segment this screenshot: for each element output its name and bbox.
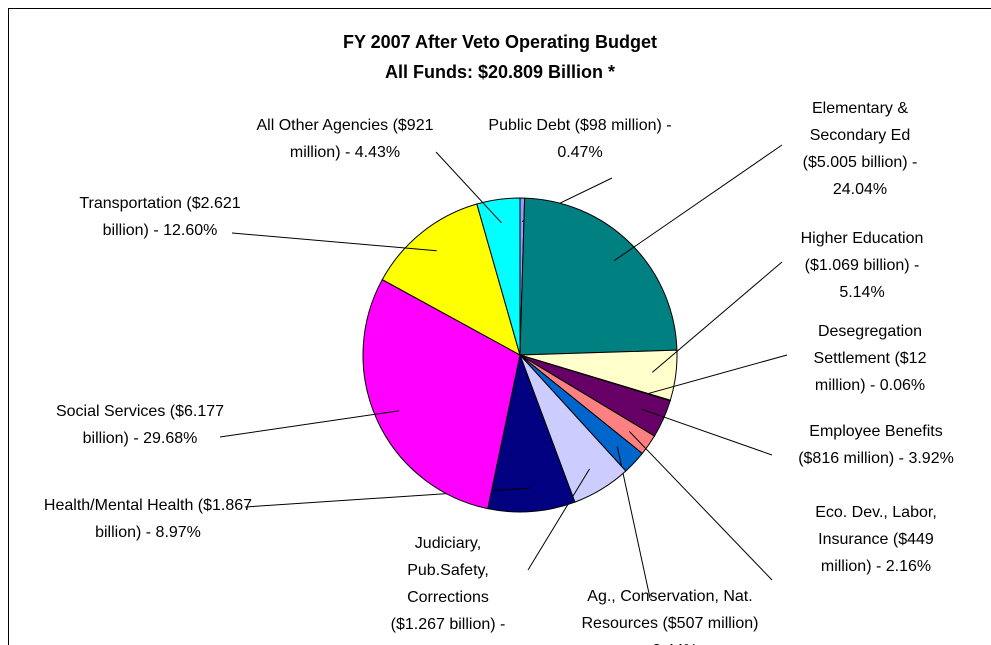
slice-category: All Other Agencies (256, 117, 389, 134)
leader-line (647, 354, 788, 395)
slice-label: Judiciary, Pub.Safety, Corrections ($1.2… (383, 530, 513, 645)
leader-line (219, 410, 399, 438)
slice-value-label: ($1.267 billion) - 6.09% (390, 616, 506, 645)
slice-label: Eco. Dev., Labor, Insurance ($449 millio… (801, 499, 951, 580)
slice-label: All Other Agencies ($921 million) - 4.43… (250, 112, 440, 166)
slice-category: Judiciary, Pub.Safety, Corrections (407, 535, 489, 606)
slice-value-label: ($921 million) - 4.43% (289, 117, 434, 161)
slice-value-label: ($449 million) - 2.16% (820, 531, 934, 575)
slice-label: Higher Education ($1.069 billion) - 5.14… (782, 225, 942, 306)
slice-category: Desegregation Settlement (813, 323, 923, 367)
leader-line (641, 408, 773, 456)
chart-frame (8, 8, 991, 645)
chart-title: FY 2007 After Veto Operating Budget (342, 32, 658, 52)
slice-label: Ag., Conservation, Nat. Resources ($507 … (580, 583, 760, 645)
slice-category: Elementary & Secondary Ed (809, 100, 911, 144)
leader-line (651, 261, 783, 373)
slice-value-label: ($1.069 billion) - 5.14% (804, 257, 920, 301)
slice-category: Ag., Conservation, Nat. Resources (581, 588, 753, 632)
leader-line (614, 144, 783, 261)
slice-label: Social Services ($6.177 billion) - 29.68… (35, 398, 245, 452)
slice-label: Elementary & Secondary Ed ($5.005 billio… (790, 95, 930, 203)
leader-line (231, 232, 437, 252)
pie-slice (519, 197, 678, 356)
leader-line (629, 431, 773, 581)
pie-slice (476, 197, 521, 356)
slice-category: Public Debt (488, 117, 571, 134)
slice-category: Eco. Dev., Labor, Insurance (815, 504, 937, 548)
pie-slice (487, 353, 576, 513)
slice-value-label: ($507 million) - 2.44% (642, 615, 759, 645)
slice-category: Higher Education (800, 230, 924, 247)
slice-label: Transportation ($2.621 billion) - 12.60% (65, 190, 255, 244)
slice-label: Employee Benefits ($816 million) - 3.92% (791, 418, 961, 472)
slice-value-label: ($2.621 billion) - 12.60% (102, 195, 241, 239)
slice-value-label: ($6.177 billion) - 29.68% (82, 403, 225, 447)
slice-value-label: ($98 million) - 0.47% (557, 117, 672, 161)
chart-subtitle: All Funds: $20.809 Billion * (384, 62, 616, 82)
pie-slice (381, 203, 521, 357)
slice-label: Desegregation Settlement ($12 million) -… (795, 318, 945, 399)
slice-value-label: ($5.005 billion) - 24.04% (802, 154, 918, 198)
slice-category: Social Services (55, 403, 166, 420)
slice-category: Employee Benefits (809, 423, 943, 440)
leader-line (435, 151, 502, 224)
slice-category: Health/Mental Health (43, 497, 194, 514)
slice-value-label: ($816 million) - 3.92% (798, 450, 954, 467)
slice-value-label: ($1.867 billion) - 8.97% (95, 497, 253, 541)
slice-label: Health/Mental Health ($1.867 billion) - … (43, 492, 253, 546)
pie-slice (362, 278, 521, 510)
slice-category: Transportation (79, 195, 182, 212)
leader-line (527, 468, 590, 571)
slice-label: Public Debt ($98 million) - 0.47% (480, 112, 680, 166)
slice-value-label: ($12 million) - 0.06% (814, 350, 927, 394)
